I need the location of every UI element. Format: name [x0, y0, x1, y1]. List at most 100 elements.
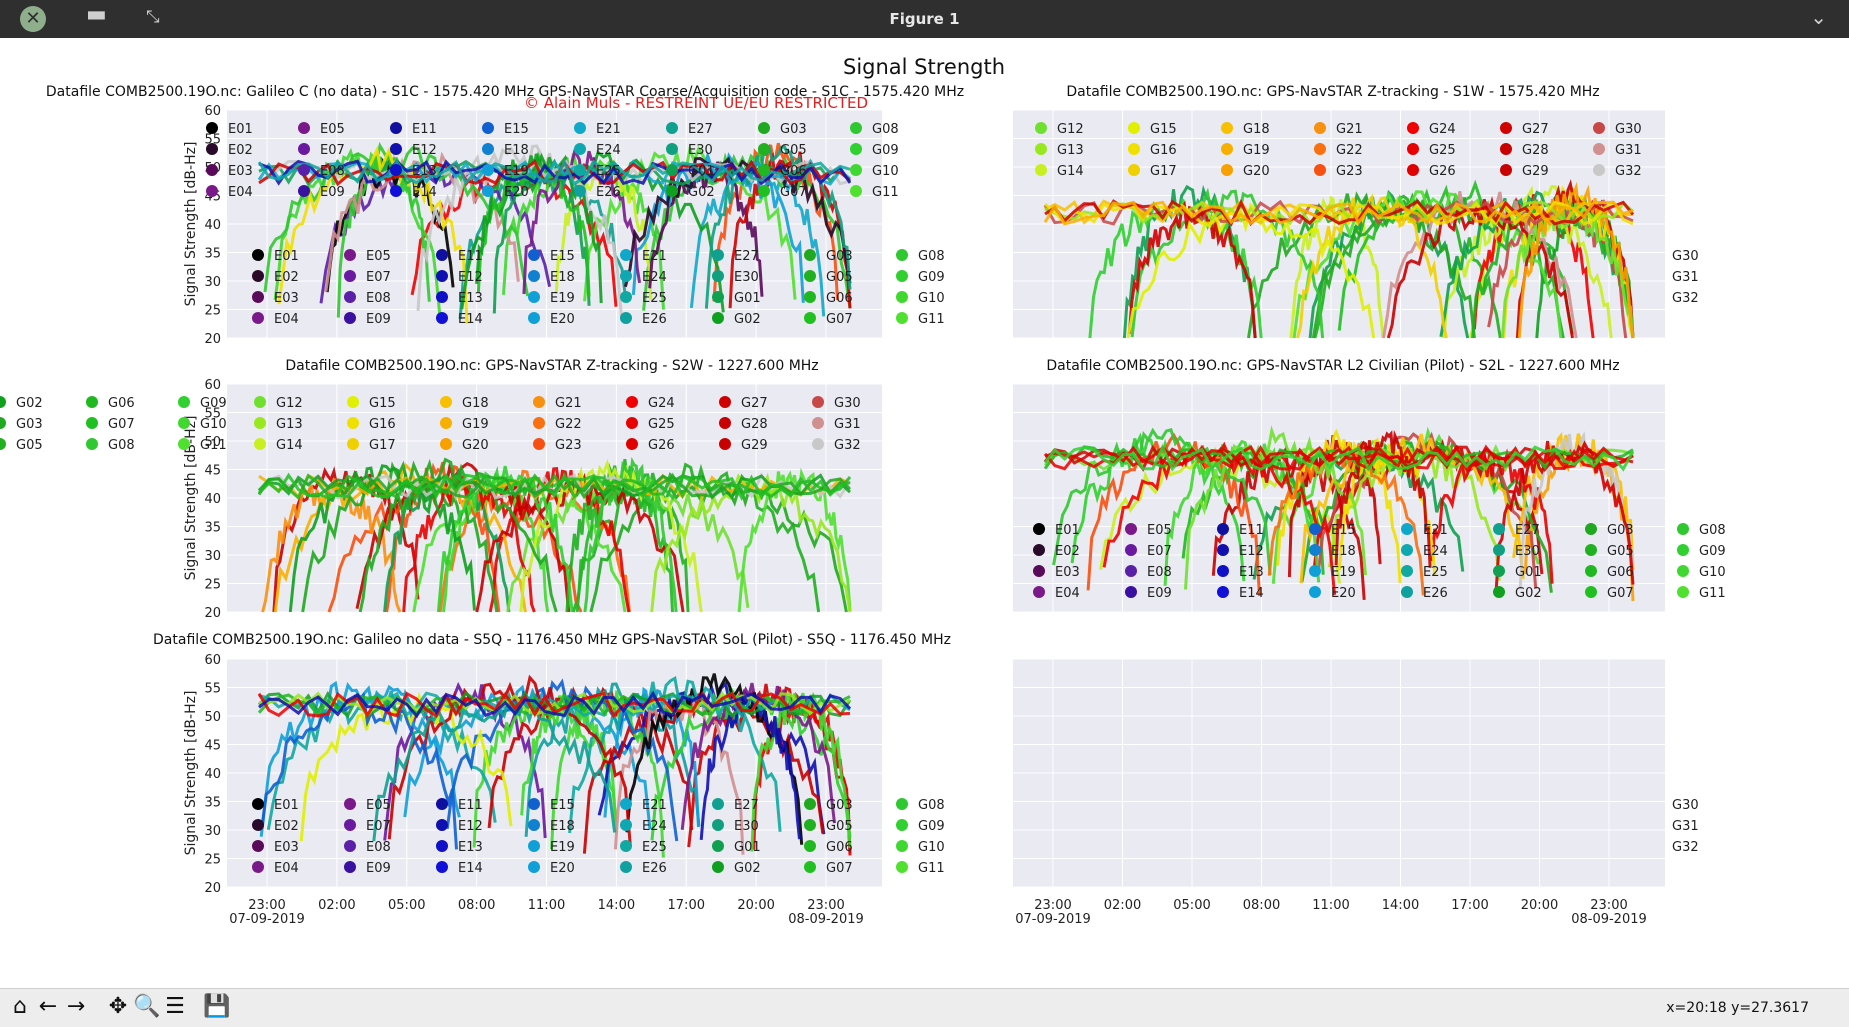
legend-marker-G02 [712, 861, 724, 873]
y-tick-label: 35 [204, 247, 221, 262]
legend-marker-E11 [436, 249, 448, 261]
legend-marker-G07 [86, 417, 98, 429]
legend-label-E11: E11 [458, 798, 483, 813]
legend-label-G32: G32 [1615, 164, 1642, 179]
legend-label-G12: G12 [276, 396, 303, 411]
legend-label-E20: E20 [1331, 586, 1356, 601]
legend-label-G06: G06 [826, 291, 853, 306]
legend-marker-G26 [626, 438, 638, 450]
legend-label-G03: G03 [826, 798, 853, 813]
legend-marker-E20 [528, 312, 540, 324]
legend-label-G22: G22 [1336, 143, 1363, 158]
legend-marker-E08 [1125, 565, 1137, 577]
configure-subplots-icon[interactable]: ☰ [165, 994, 185, 1019]
legend-marker-E30 [712, 819, 724, 831]
signal-trace-G31 [1382, 191, 1578, 339]
legend-marker-E27 [712, 798, 724, 810]
x-tick-label: 02:00 [318, 898, 355, 913]
x-tick-label: 02:00 [1104, 898, 1141, 913]
legend-marker-G03 [804, 249, 816, 261]
legend-marker-G13 [254, 417, 266, 429]
legend-label-E07: E07 [366, 270, 391, 285]
legend-label-G20: G20 [1243, 164, 1270, 179]
legend-marker-E30 [712, 270, 724, 282]
legend-marker-E07 [298, 143, 310, 155]
legend-label-G02: G02 [734, 861, 761, 876]
legend-label-G07: G07 [780, 185, 807, 200]
signal-trace-G16 [1276, 428, 1402, 583]
legend-marker-E12 [436, 819, 448, 831]
legend-label-E02: E02 [228, 143, 253, 158]
legend-marker-G16 [347, 417, 359, 429]
signal-trace-G03 [1300, 440, 1553, 593]
legend-marker-G05 [804, 270, 816, 282]
legend-marker-E14 [436, 861, 448, 873]
legend-marker-G05 [1585, 544, 1597, 556]
legend-label-E11: E11 [412, 122, 437, 137]
legend-label-G21: G21 [555, 396, 582, 411]
legend-label-E14: E14 [1239, 586, 1264, 601]
legend-label-E15: E15 [504, 122, 529, 137]
legend-label-G09: G09 [918, 819, 945, 834]
legend-label-E14: E14 [412, 185, 437, 200]
legend-label-E08: E08 [366, 840, 391, 855]
legend-label-E12: E12 [458, 819, 483, 834]
close-button[interactable]: ✕ [20, 6, 46, 32]
legend-label-G20: G20 [462, 438, 489, 453]
x-tick-label: 23:00 [807, 898, 844, 913]
legend-label-G31: G31 [834, 417, 861, 432]
legend-label-G08: G08 [108, 438, 135, 453]
legend-marker-E20 [528, 861, 540, 873]
home-icon[interactable]: ⌂ [13, 994, 27, 1019]
legend-marker-G10 [178, 417, 190, 429]
pan-icon[interactable]: ✥ [108, 994, 128, 1019]
subplot-title: Datafile COMB2500.19O.nc: GPS-NavSTAR L2… [1046, 358, 1619, 374]
legend-marker-G09 [1677, 544, 1689, 556]
minimize-button[interactable]: ▬ [86, 2, 107, 27]
signal-trace-G30 [1487, 196, 1628, 339]
maximize-button[interactable]: ⤡ [146, 7, 160, 27]
legend-label-E03: E03 [274, 291, 299, 306]
legend-label-E14: E14 [458, 861, 483, 876]
zoom-icon[interactable]: 🔍 [133, 994, 161, 1019]
legend-marker-E21 [620, 249, 632, 261]
legend-marker-G11 [1677, 586, 1689, 598]
legend-label-E04: E04 [274, 312, 299, 327]
signal-trace-E12 [258, 159, 852, 186]
legend-label-G16: G16 [369, 417, 396, 432]
signal-trace-G12 [1500, 202, 1635, 339]
legend-marker-E24 [620, 819, 632, 831]
legend-marker-E25 [620, 291, 632, 303]
legend-label-G28: G28 [1522, 143, 1549, 158]
signal-trace-G28 [1386, 196, 1574, 339]
legend-marker-E21 [574, 122, 586, 134]
signal-trace-G19 [1043, 199, 1634, 226]
y-axis-label: Signal Strength [dB-Hz] [183, 142, 199, 307]
legend-label-G23: G23 [1336, 164, 1363, 179]
legend-label-G32: G32 [834, 438, 861, 453]
forward-icon[interactable]: → [66, 994, 86, 1019]
window-menu-chevron-icon[interactable]: ⌄ [1810, 5, 1827, 29]
legend-marker-G24 [1407, 122, 1419, 134]
legend-marker-G30 [812, 396, 824, 408]
legend-label-E04: E04 [228, 185, 253, 200]
legend-marker-G08 [896, 249, 908, 261]
legend-label-G01: G01 [734, 840, 761, 855]
legend-label-G05: G05 [16, 438, 43, 453]
signal-trace-E30 [704, 143, 852, 309]
legend-label-E12: E12 [412, 143, 437, 158]
signal-trace-G10 [750, 690, 852, 852]
figure-canvas[interactable]: Signal Strength 20 25 30 35 40 45 50 55 60 Signal… [0, 38, 1849, 988]
legend-label-E27: E27 [688, 122, 713, 137]
legend-marker-E12 [1217, 544, 1229, 556]
legend-marker-E09 [344, 861, 356, 873]
save-icon[interactable]: 💾 [203, 994, 231, 1019]
legend-label-G14: G14 [1057, 164, 1084, 179]
legend-label-G08: G08 [1699, 523, 1726, 538]
legend-marker-G03 [0, 417, 6, 429]
legend-label-G13: G13 [1057, 143, 1084, 158]
signal-trace-G11 [737, 467, 852, 613]
signal-trace-E15 [445, 678, 679, 842]
back-icon[interactable]: ← [38, 994, 58, 1019]
signal-trace-G28 [1334, 429, 1432, 568]
